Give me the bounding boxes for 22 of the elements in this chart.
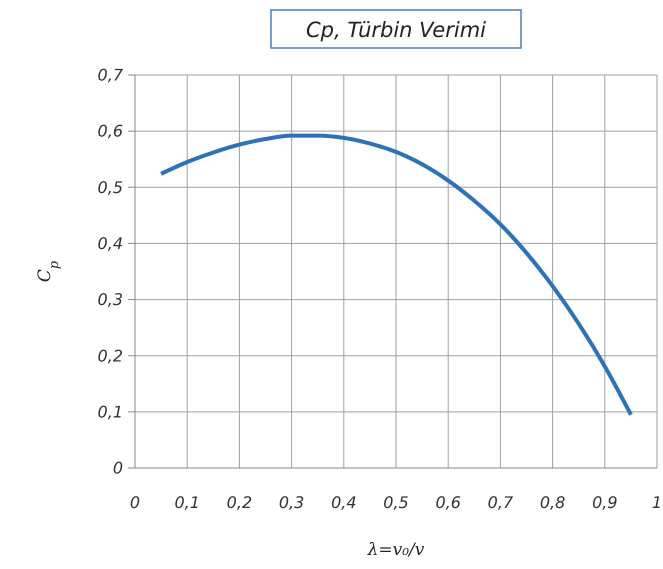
y-tick-label: 0 (112, 458, 123, 478)
y-tick-label: 0,1 (98, 402, 123, 422)
x-tick-label: 0 (130, 493, 140, 512)
x-tick-label: 0,2 (226, 493, 252, 512)
y-tick-label: 0,6 (98, 122, 123, 141)
y-tick-label: 0,4 (98, 234, 123, 254)
x-tick-label: 0,6 (435, 493, 461, 512)
y-tick-label: 0,2 (98, 346, 123, 366)
x-tick-label: 1 (652, 493, 662, 512)
x-tick-label: 0,8 (540, 493, 566, 512)
y-tick-label: 0,3 (98, 290, 123, 310)
y-tick-label: 0,7 (98, 66, 124, 85)
x-tick-label: 0,1 (174, 493, 200, 512)
chart-title: Cp, Türbin Verimi (306, 18, 486, 42)
x-tick-label: 0,9 (592, 493, 618, 512)
x-axis-title: λ=v₀/v (366, 540, 425, 560)
x-tick-label: 0,4 (331, 493, 357, 512)
y-tick-label: 0,5 (98, 178, 123, 197)
x-tick-label: 0,7 (488, 493, 514, 512)
x-tick-label: 0,3 (278, 493, 304, 512)
line-series (159, 134, 633, 417)
x-tick-label: 0,5 (383, 493, 409, 512)
